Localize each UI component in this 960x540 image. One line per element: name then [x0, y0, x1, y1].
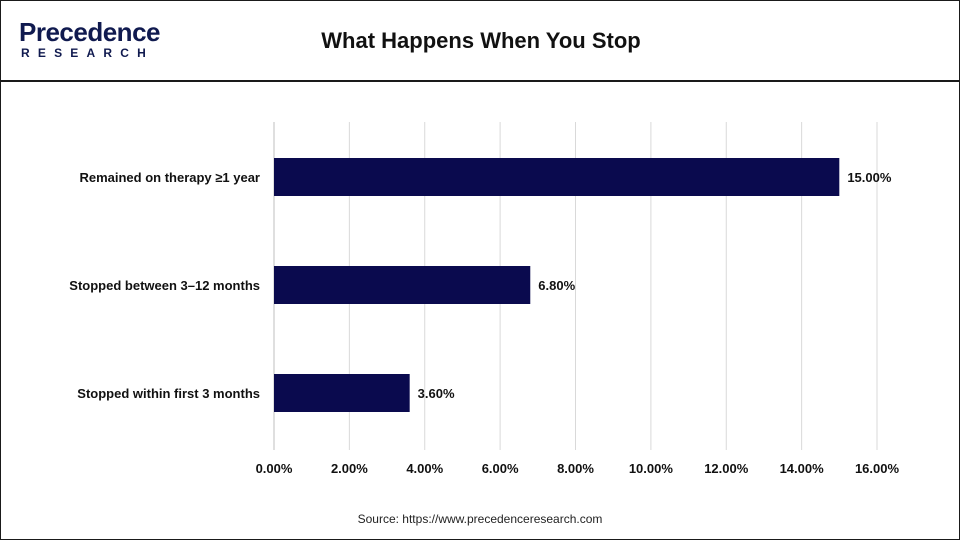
bar	[274, 266, 531, 304]
bar	[274, 158, 840, 196]
data-label: 6.80%	[538, 278, 575, 293]
x-tick-label: 16.00%	[855, 461, 900, 476]
x-tick-label: 4.00%	[406, 461, 443, 476]
category-label: Remained on therapy ≥1 year	[79, 170, 260, 185]
logo-wordmark: Precedence	[19, 17, 160, 47]
x-tick-label: 6.00%	[482, 461, 519, 476]
x-tick-label: 2.00%	[331, 461, 368, 476]
bar	[274, 374, 410, 412]
data-label: 3.60%	[418, 386, 455, 401]
header-bar: Precedence RESEARCH What Happens When Yo…	[1, 1, 959, 82]
x-tick-label: 14.00%	[780, 461, 825, 476]
category-label: Stopped between 3–12 months	[69, 278, 260, 293]
x-tick-label: 12.00%	[704, 461, 749, 476]
chart-title: What Happens When You Stop	[321, 28, 641, 53]
brand-logo: Precedence RESEARCH	[19, 17, 169, 65]
x-tick-label: 10.00%	[629, 461, 674, 476]
x-tick-label: 8.00%	[557, 461, 594, 476]
source-note: Source: https://www.precedenceresearch.c…	[357, 512, 603, 526]
x-tick-label: 0.00%	[256, 461, 293, 476]
logo-subtitle: RESEARCH	[21, 46, 154, 60]
category-label: Stopped within first 3 months	[77, 386, 260, 401]
data-label: 15.00%	[847, 170, 892, 185]
